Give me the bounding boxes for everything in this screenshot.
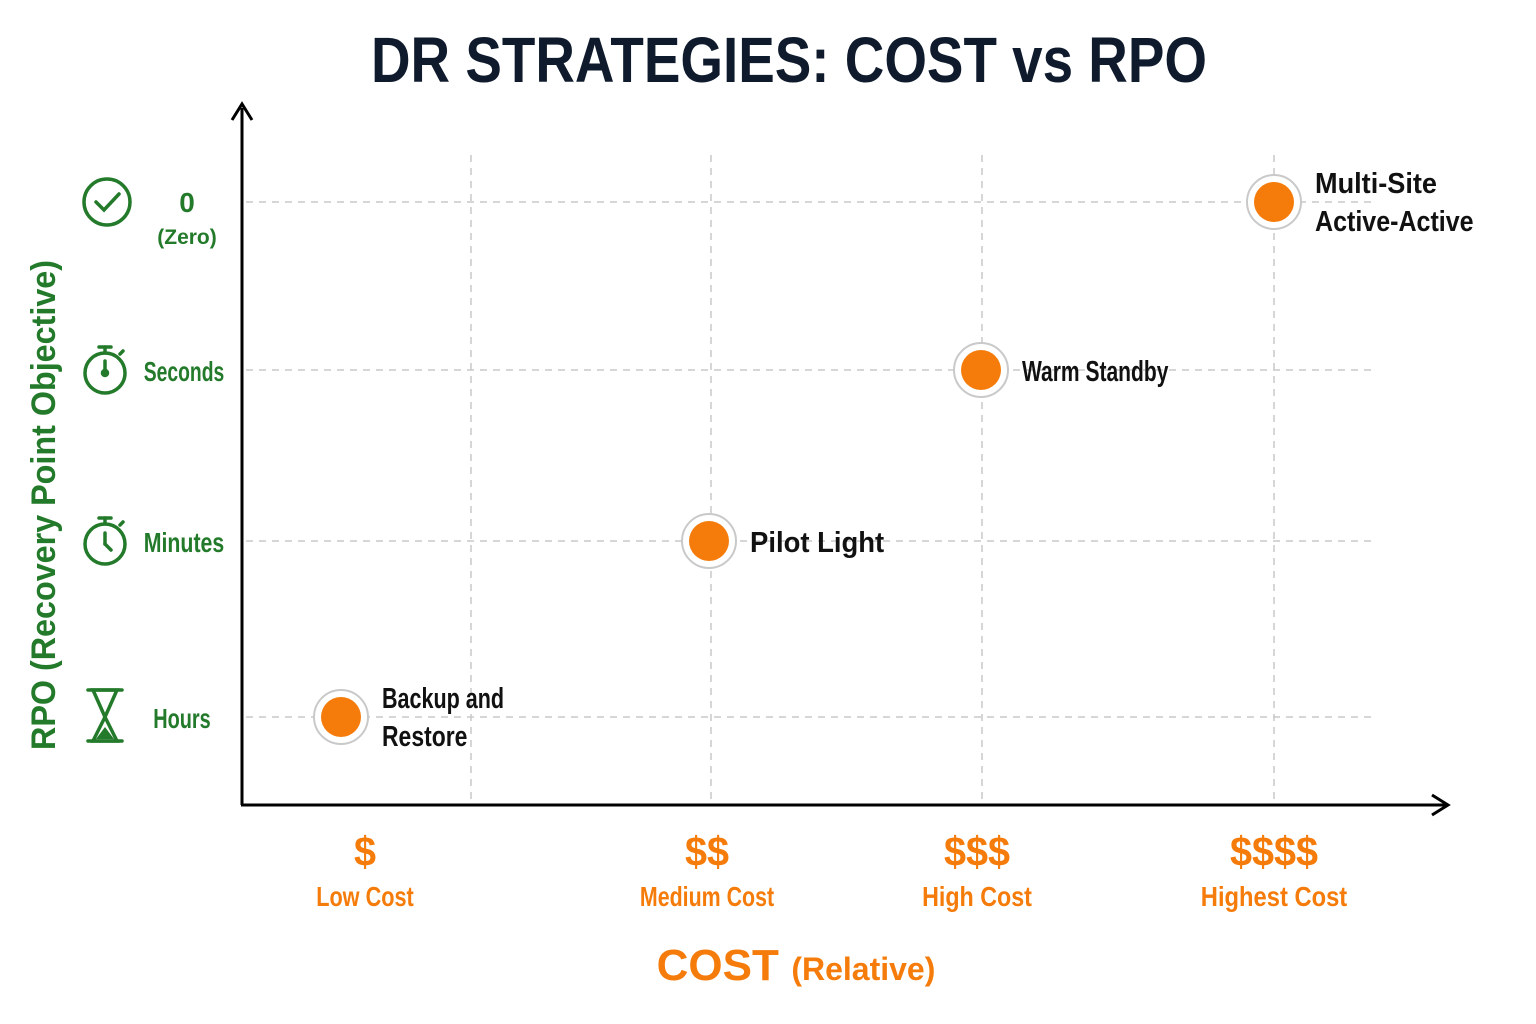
point-label: Backup and (382, 683, 504, 715)
x-ticks: $ Low Cost $$ Medium Cost $$$ High Cost $$$$ Hi… (316, 828, 1347, 912)
check-circle-icon (82, 177, 132, 227)
point-label: Restore (382, 721, 467, 753)
point-marker (321, 697, 361, 737)
y-axis-title: RPO (Recovery Point Objective) (25, 260, 63, 750)
x-tick: $ Low Cost (316, 828, 414, 912)
axes (230, 101, 1451, 817)
point-marker (961, 350, 1001, 390)
x-tick: $$$ High Cost (922, 828, 1032, 912)
data-point: Pilot Light (681, 513, 885, 569)
x-axis-title: COST (Relative) (657, 941, 936, 990)
hourglass-icon (86, 688, 124, 743)
x-tick-symbol: $$ (685, 828, 729, 875)
y-axis-arrow (230, 101, 254, 121)
point-label: Multi-Site (1315, 168, 1437, 200)
data-point: Multi-Site Active-Active (1246, 168, 1474, 238)
point-label: Warm Standby (1022, 356, 1168, 388)
x-tick-symbol: $$$$ (1230, 828, 1318, 875)
x-tick: $$$$ Highest Cost (1201, 828, 1347, 912)
x-tick-label: High Cost (922, 881, 1032, 912)
x-tick-symbol: $ (354, 828, 376, 875)
data-point: Backup and Restore (313, 683, 504, 753)
x-axis-title-suffix: (Relative) (791, 951, 935, 987)
x-tick-label: Medium Cost (640, 881, 774, 912)
y-tick-label: 0 (179, 187, 195, 218)
y-tick-label: Seconds (144, 356, 225, 387)
data-point: Warm Standby (953, 342, 1168, 398)
x-tick: $$ Medium Cost (640, 828, 774, 912)
x-tick-symbol: $$$ (944, 828, 1010, 875)
y-tick-sublabel: (Zero) (157, 226, 217, 249)
points: Backup and Restore Pilot Light Warm Standby… (313, 168, 1474, 753)
y-tick: Minutes (83, 516, 225, 566)
chart-title: DR STRATEGIES: COST vs RPO (371, 24, 1207, 96)
x-tick-label: Highest Cost (1201, 881, 1347, 912)
point-label: Pilot Light (750, 527, 885, 559)
stopwatch-icon (83, 345, 127, 395)
point-marker (689, 521, 729, 561)
point-marker (1254, 182, 1294, 222)
y-tick-label: Hours (153, 703, 211, 734)
y-tick: 0 (Zero) (82, 177, 217, 249)
y-ticks: Hours Minutes Seconds 0 (Zero) (82, 177, 225, 743)
grid (246, 155, 1372, 800)
stopwatch-icon (83, 516, 127, 566)
x-axis-arrow (1431, 793, 1451, 817)
y-tick: Hours (86, 688, 211, 743)
y-tick: Seconds (83, 345, 225, 395)
y-tick-label: Minutes (144, 527, 225, 558)
point-label: Active-Active (1315, 206, 1474, 238)
x-tick-label: Low Cost (316, 881, 414, 912)
x-axis-title-main: COST (657, 941, 779, 990)
